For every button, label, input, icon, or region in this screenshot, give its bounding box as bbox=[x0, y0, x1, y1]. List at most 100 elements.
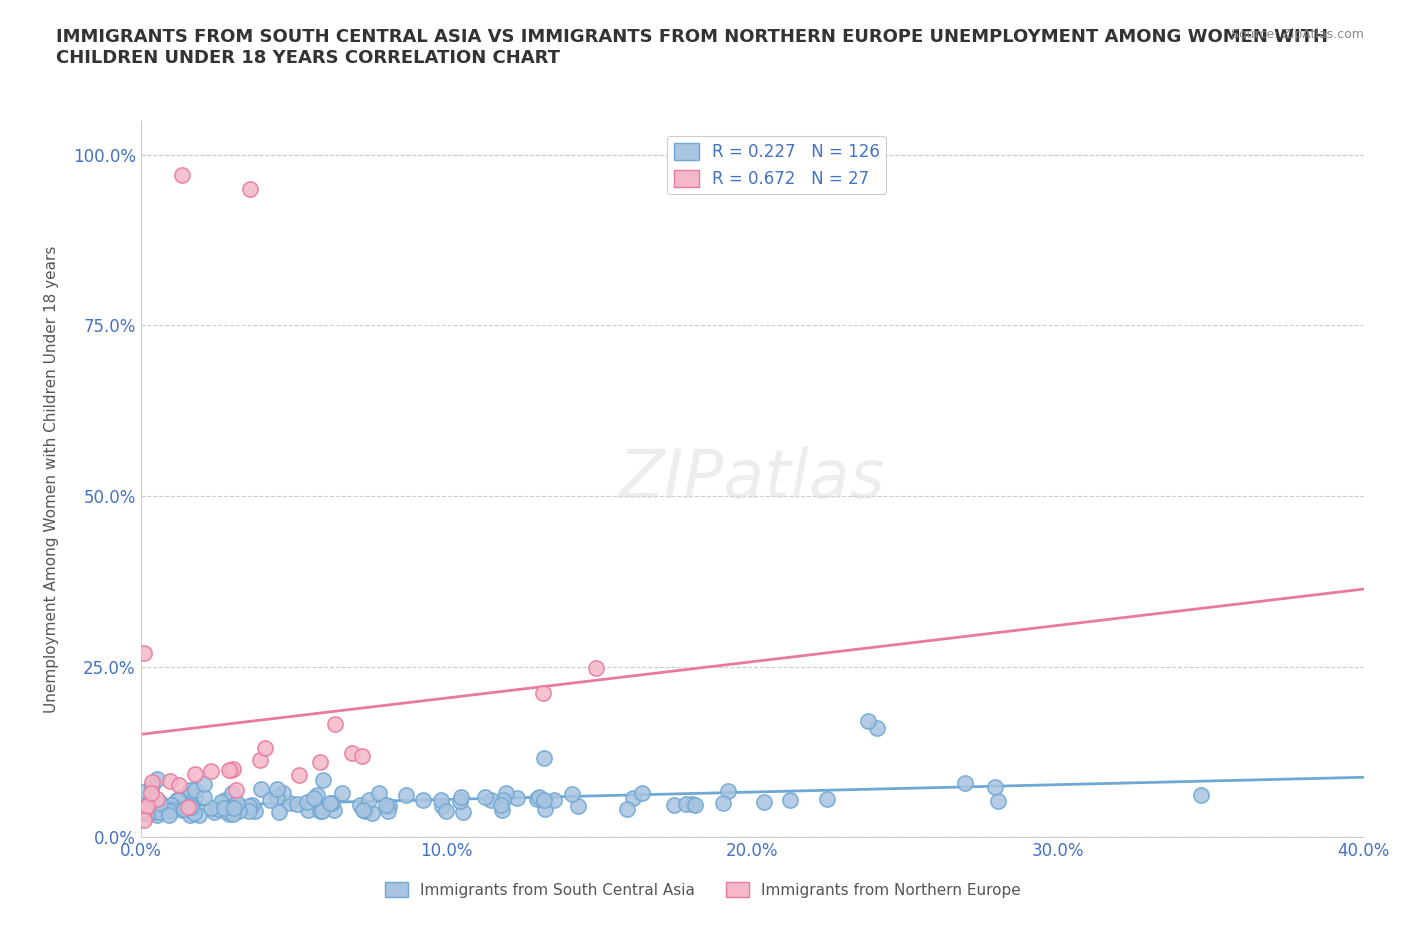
Point bbox=[323, 717, 346, 732]
Point bbox=[359, 792, 381, 807]
Point bbox=[219, 763, 242, 777]
Point bbox=[527, 790, 550, 805]
Point bbox=[506, 791, 529, 806]
Point bbox=[567, 799, 589, 814]
Point bbox=[430, 792, 453, 807]
Point bbox=[180, 800, 202, 815]
Point bbox=[434, 804, 457, 818]
Point bbox=[616, 802, 638, 817]
Point bbox=[249, 753, 271, 768]
Point bbox=[148, 796, 170, 811]
Point bbox=[184, 790, 207, 804]
Text: Source: ZipAtlas.com: Source: ZipAtlas.com bbox=[1230, 28, 1364, 41]
Point bbox=[222, 762, 245, 777]
Point bbox=[683, 797, 706, 812]
Point bbox=[166, 792, 188, 807]
Point bbox=[139, 786, 162, 801]
Point bbox=[240, 797, 263, 812]
Point bbox=[152, 800, 174, 815]
Point bbox=[228, 804, 250, 819]
Point bbox=[222, 807, 245, 822]
Point bbox=[297, 803, 319, 817]
Point bbox=[159, 773, 181, 788]
Point bbox=[533, 751, 555, 765]
Point bbox=[675, 796, 697, 811]
Point bbox=[239, 181, 262, 196]
Point bbox=[146, 807, 169, 822]
Point bbox=[491, 792, 513, 807]
Point bbox=[141, 805, 163, 820]
Point bbox=[304, 790, 326, 805]
Point bbox=[321, 795, 343, 810]
Point bbox=[245, 804, 267, 818]
Point bbox=[621, 790, 644, 805]
Point bbox=[375, 798, 398, 813]
Point bbox=[526, 791, 548, 806]
Point bbox=[135, 783, 157, 798]
Point bbox=[491, 803, 513, 817]
Point bbox=[136, 799, 159, 814]
Point bbox=[430, 799, 453, 814]
Point bbox=[200, 764, 222, 778]
Point bbox=[134, 645, 156, 660]
Point bbox=[207, 802, 229, 817]
Point bbox=[368, 786, 391, 801]
Point bbox=[395, 787, 418, 802]
Point bbox=[531, 685, 554, 700]
Point bbox=[132, 805, 155, 820]
Point bbox=[138, 797, 160, 812]
Point bbox=[711, 795, 734, 810]
Point bbox=[449, 793, 471, 808]
Point bbox=[451, 804, 474, 819]
Point bbox=[350, 749, 373, 764]
Point bbox=[143, 804, 166, 819]
Point bbox=[278, 796, 301, 811]
Point bbox=[162, 798, 184, 813]
Point bbox=[224, 801, 246, 816]
Point bbox=[285, 797, 308, 812]
Point bbox=[259, 792, 281, 807]
Point bbox=[173, 802, 195, 817]
Point bbox=[135, 806, 157, 821]
Point bbox=[311, 773, 333, 788]
Point bbox=[561, 786, 583, 801]
Legend: R = 0.227   N = 126, R = 0.672   N = 27: R = 0.227 N = 126, R = 0.672 N = 27 bbox=[666, 137, 886, 194]
Point bbox=[479, 792, 502, 807]
Point bbox=[149, 796, 172, 811]
Point bbox=[266, 790, 288, 805]
Y-axis label: Unemployment Among Women with Children Under 18 years: Unemployment Among Women with Children U… bbox=[44, 246, 59, 712]
Point bbox=[361, 805, 384, 820]
Point bbox=[160, 803, 183, 817]
Point bbox=[288, 768, 311, 783]
Point bbox=[534, 802, 557, 817]
Point bbox=[681, 797, 703, 812]
Point bbox=[209, 794, 232, 809]
Point bbox=[214, 801, 236, 816]
Point bbox=[412, 792, 434, 807]
Point bbox=[474, 790, 496, 804]
Point bbox=[953, 776, 976, 790]
Point bbox=[179, 808, 201, 823]
Point bbox=[132, 812, 155, 827]
Point bbox=[353, 803, 375, 817]
Point bbox=[631, 786, 654, 801]
Point bbox=[221, 786, 243, 801]
Point bbox=[450, 790, 472, 804]
Point bbox=[225, 782, 247, 797]
Point bbox=[146, 791, 169, 806]
Point bbox=[177, 800, 200, 815]
Point bbox=[166, 792, 188, 807]
Point bbox=[218, 763, 240, 777]
Point bbox=[180, 798, 202, 813]
Point bbox=[664, 798, 686, 813]
Point bbox=[266, 781, 288, 796]
Point bbox=[218, 807, 240, 822]
Point bbox=[543, 792, 565, 807]
Point bbox=[170, 168, 193, 183]
Point bbox=[179, 782, 201, 797]
Point bbox=[202, 804, 225, 819]
Point bbox=[717, 783, 740, 798]
Point bbox=[311, 804, 333, 818]
Point bbox=[307, 788, 329, 803]
Point bbox=[330, 785, 353, 800]
